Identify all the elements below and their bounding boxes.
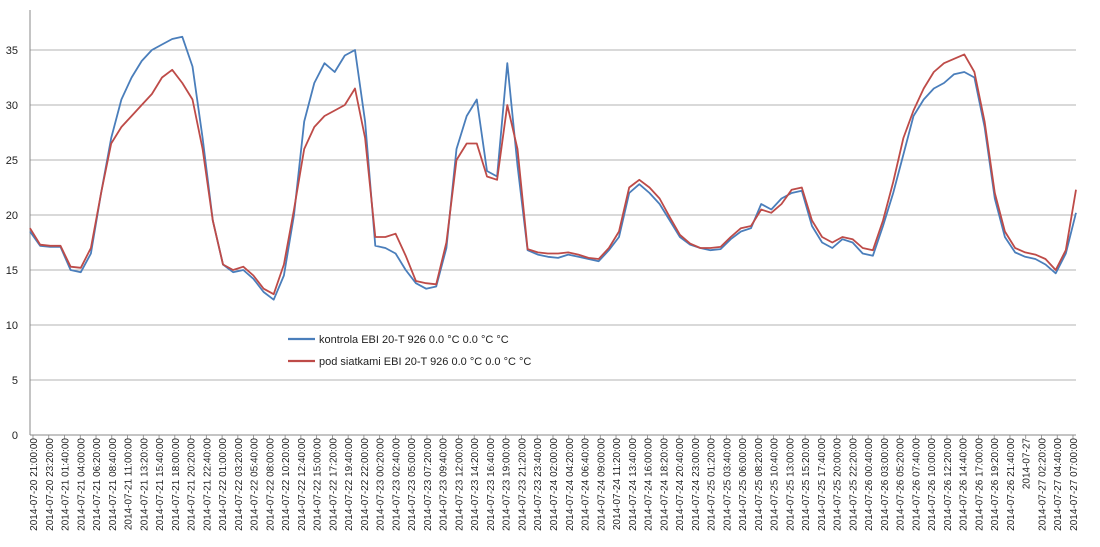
series-line-1 <box>29 35 1077 301</box>
x-tick-label: 2014-07-23 07:20:00 <box>423 438 434 531</box>
x-tick-label: 2014-07-25 06:00:00 <box>738 438 749 531</box>
x-tick-label: 2014-07-20 21:00:00 <box>29 438 40 531</box>
x-tick-label: 2014-07-23 19:00:00 <box>502 438 513 531</box>
x-tick-label: 2014-07-25 17:40:00 <box>817 438 828 531</box>
legend: kontrola EBI 20-T 926 0.0 °C 0.0 °C °C po… <box>288 334 531 368</box>
x-tick-label: 2014-07-22 01:00:00 <box>218 438 229 531</box>
x-tick-label: 2014-07-21 18:00:00 <box>171 438 182 531</box>
x-tick-label: 2014-07-25 03:40:00 <box>722 438 733 531</box>
x-tick-label: 2014-07-23 14:20:00 <box>470 438 481 531</box>
x-tick-label: 2014-07-21 15:40:00 <box>155 438 166 531</box>
x-tick-label: 2014-07-21 13:20:00 <box>139 438 150 531</box>
x-tick-label: 2014-07-23 21:20:00 <box>517 438 528 531</box>
x-tick-label: 2014-07-22 19:40:00 <box>344 438 355 531</box>
series-line-2 <box>29 53 1077 296</box>
x-tick-label: 2014-07-26 03:00:00 <box>880 438 891 531</box>
x-axis-tick-labels: 2014-07-20 21:00:00 2014-07-20 23:20:00 20… <box>29 435 1080 531</box>
x-tick-label: 2014-07-25 08:20:00 <box>754 438 765 531</box>
x-tick-label: 2014-07-24 18:20:00 <box>659 438 670 531</box>
x-tick-label: 2014-07-26 00:40:00 <box>864 438 875 531</box>
x-tick-label: 2014-07-26 19:20:00 <box>990 438 1001 531</box>
x-tick-label: 2014-07-26 17:00:00 <box>974 438 985 531</box>
x-tick-label: 2014-07-24 20:40:00 <box>675 438 686 531</box>
x-tick-label: 2014-07-25 20:00:00 <box>833 438 844 531</box>
x-tick-label: 2014-07-27 <box>1022 438 1033 490</box>
x-tick-label: 2014-07-21 06:20:00 <box>92 438 103 531</box>
x-tick-label: 2014-07-25 22:20:00 <box>848 438 859 531</box>
series-lines <box>29 35 1077 301</box>
x-tick-label: 2014-07-22 22:00:00 <box>360 438 371 531</box>
x-tick-label: 2014-07-27 04:40:00 <box>1053 438 1064 531</box>
x-tick-label: 2014-07-23 05:00:00 <box>407 438 418 531</box>
x-tick-label: 2014-07-23 23:40:00 <box>533 438 544 531</box>
x-tick-label: 2014-07-25 13:00:00 <box>785 438 796 531</box>
y-axis-tick-labels: 0 5 10 15 20 25 30 35 <box>6 45 18 442</box>
y-tick-label: 10 <box>6 320 18 332</box>
x-tick-label: 2014-07-21 08:40:00 <box>108 438 119 531</box>
x-tick-label: 2014-07-26 07:40:00 <box>911 438 922 531</box>
y-tick-label: 5 <box>12 375 18 387</box>
x-tick-label: 2014-07-21 22:40:00 <box>202 438 213 531</box>
x-tick-label: 2014-07-21 11:00:00 <box>124 438 135 531</box>
x-tick-label: 2014-07-25 10:40:00 <box>770 438 781 531</box>
x-tick-label: 2014-07-27 07:00:00 <box>1069 438 1080 531</box>
x-tick-label: 2014-07-25 15:20:00 <box>801 438 812 531</box>
y-tick-label: 25 <box>6 155 18 167</box>
x-tick-label: 2014-07-24 23:00:00 <box>691 438 702 531</box>
y-tick-label: 35 <box>6 45 18 57</box>
x-tick-label: 2014-07-24 16:00:00 <box>644 438 655 531</box>
x-tick-label: 2014-07-22 05:40:00 <box>250 438 261 531</box>
x-tick-label: 2014-07-24 02:00:00 <box>549 438 560 531</box>
x-tick-label: 2014-07-24 13:40:00 <box>628 438 639 531</box>
x-tick-label: 2014-07-26 21:40:00 <box>1006 438 1017 531</box>
x-tick-label: 2014-07-22 08:00:00 <box>265 438 276 531</box>
x-tick-label: 2014-07-23 02:40:00 <box>391 438 402 531</box>
x-tick-label: 2014-07-27 02:20:00 <box>1037 438 1048 531</box>
x-tick-label: 2014-07-21 04:00:00 <box>76 438 87 531</box>
y-tick-label: 20 <box>6 210 18 222</box>
x-tick-label: 2014-07-22 12:40:00 <box>297 438 308 531</box>
x-tick-label: 2014-07-26 05:20:00 <box>896 438 907 531</box>
x-tick-label: 2014-07-22 10:20:00 <box>281 438 292 531</box>
x-tick-label: 2014-07-21 01:40:00 <box>61 438 72 531</box>
x-tick-label: 2014-07-26 10:00:00 <box>927 438 938 531</box>
legend-label: kontrola EBI 20-T 926 0.0 °C 0.0 °C °C <box>319 334 509 346</box>
x-tick-label: 2014-07-22 03:20:00 <box>234 438 245 531</box>
x-tick-label: 2014-07-24 04:20:00 <box>565 438 576 531</box>
x-tick-label: 2014-07-23 00:20:00 <box>376 438 387 531</box>
y-tick-label: 0 <box>12 430 18 442</box>
x-tick-label: 2014-07-22 15:00:00 <box>313 438 324 531</box>
x-tick-label: 2014-07-21 20:20:00 <box>187 438 198 531</box>
x-tick-label: 2014-07-23 09:40:00 <box>439 438 450 531</box>
x-tick-label: 2014-07-24 06:40:00 <box>581 438 592 531</box>
x-tick-label: 2014-07-23 16:40:00 <box>486 438 497 531</box>
legend-label: pod siatkami EBI 20-T 926 0.0 °C 0.0 °C … <box>319 356 531 368</box>
x-tick-label: 2014-07-20 23:20:00 <box>45 438 56 531</box>
x-tick-label: 2014-07-24 09:00:00 <box>596 438 607 531</box>
x-tick-label: 2014-07-25 01:20:00 <box>707 438 718 531</box>
x-tick-label: 2014-07-26 14:40:00 <box>959 438 970 531</box>
y-tick-label: 15 <box>6 265 18 277</box>
x-tick-label: 2014-07-24 11:20:00 <box>612 438 623 531</box>
x-tick-label: 2014-07-23 12:00:00 <box>454 438 465 531</box>
y-tick-label: 30 <box>6 100 18 112</box>
x-tick-label: 2014-07-22 17:20:00 <box>328 438 339 531</box>
x-tick-label: 2014-07-26 12:20:00 <box>943 438 954 531</box>
